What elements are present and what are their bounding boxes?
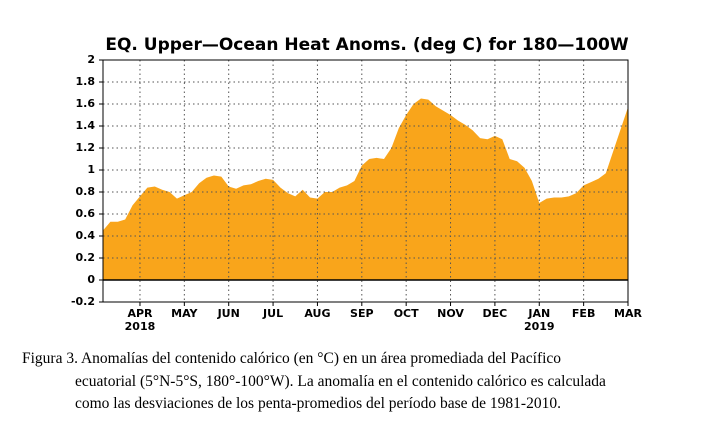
y-tick-label: 2: [87, 53, 95, 66]
y-tick-label: 1.2: [76, 141, 96, 154]
x-tick-label: AUG: [304, 307, 330, 320]
x-tick-label: JAN: [527, 307, 550, 320]
caption-line: ecuatorial (5°N-5°S, 180°-100°W). La ano…: [75, 373, 606, 390]
x-tick-label: MAR: [614, 307, 642, 320]
y-tick-label: 0.8: [76, 185, 96, 198]
x-tick-label: DEC: [483, 307, 508, 320]
x-tick-label: NOV: [437, 307, 464, 320]
y-tick-label: 1: [87, 163, 95, 176]
x-tick-label: JUL: [262, 307, 283, 320]
caption-line: como las desviaciones de los penta-prome…: [75, 395, 561, 412]
x-tick-label: APR: [127, 307, 153, 320]
x-tick-label: FEB: [572, 307, 595, 320]
y-tick-label: 0.2: [76, 251, 96, 264]
y-tick-label: 1.6: [76, 97, 96, 110]
area: [103, 98, 628, 280]
x-tick-label: SEP: [350, 307, 374, 320]
y-tick-label: -0.2: [71, 295, 95, 308]
y-tick-label: 0.4: [76, 229, 96, 242]
x-year-label: 2018: [125, 320, 156, 333]
y-tick-label: 1.8: [76, 75, 96, 88]
x-tick-label: JUN: [217, 307, 240, 320]
y-tick-label: 1.4: [76, 119, 96, 132]
x-tick-label: MAY: [171, 307, 198, 320]
x-year-label: 2019: [524, 320, 555, 333]
x-tick-label: OCT: [394, 307, 419, 320]
y-tick-label: 0.6: [76, 207, 96, 220]
caption-line: Figura 3. Anomalías del contenido calóri…: [22, 350, 561, 367]
chart-title: EQ. Upper—Ocean Heat Anoms. (deg C) for …: [105, 35, 629, 55]
y-tick-label: 0: [87, 273, 95, 286]
plot-frame: [102, 59, 629, 303]
